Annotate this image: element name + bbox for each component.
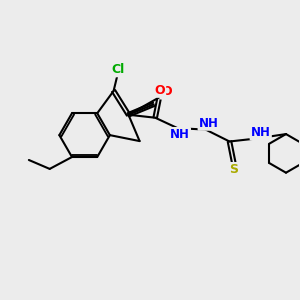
Text: NH: NH <box>251 126 271 139</box>
Text: Cl: Cl <box>111 63 125 76</box>
Text: NH: NH <box>170 128 190 141</box>
Text: O: O <box>154 84 165 97</box>
Text: S: S <box>230 163 238 176</box>
Text: NH: NH <box>199 117 219 130</box>
Text: O: O <box>161 85 172 98</box>
